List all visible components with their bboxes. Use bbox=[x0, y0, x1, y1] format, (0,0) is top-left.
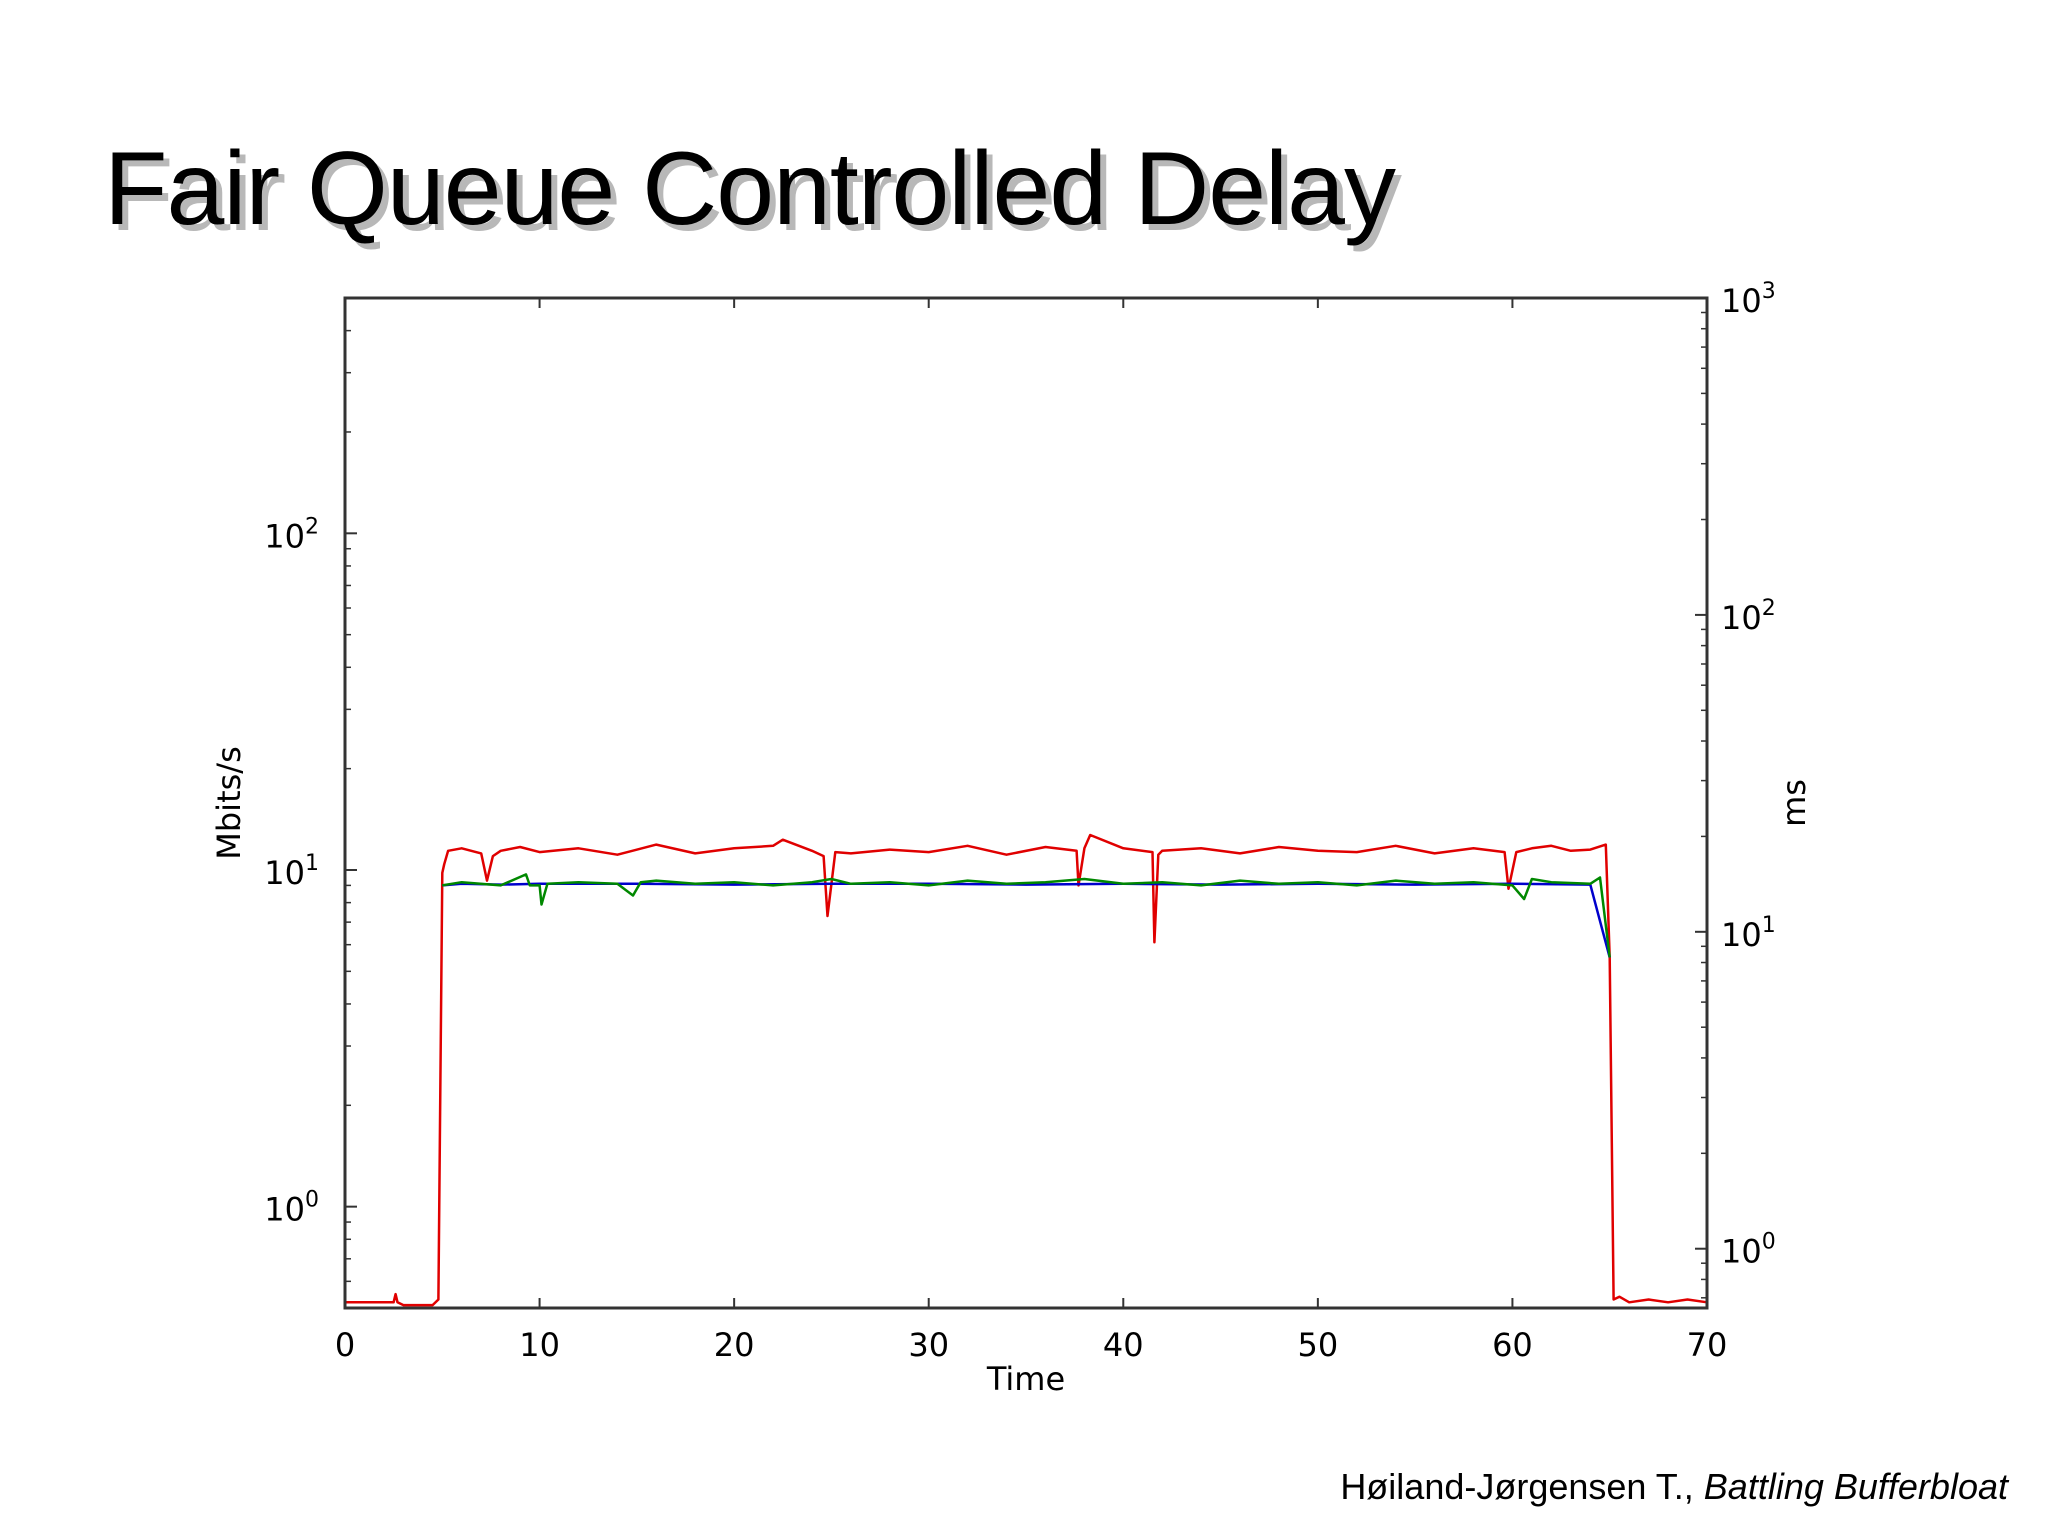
x-tick-label: 0 bbox=[335, 1326, 355, 1364]
left-tick-label: 101 bbox=[264, 851, 319, 892]
series-line-3 bbox=[442, 873, 1611, 958]
left-tick-label: 100 bbox=[264, 1188, 319, 1229]
x-tick-label: 70 bbox=[1687, 1326, 1728, 1364]
citation-author: Høiland-Jørgensen T., bbox=[1340, 1466, 1704, 1507]
series-line-1 bbox=[345, 833, 1708, 1307]
right-tick-label: 100 bbox=[1721, 1230, 1776, 1271]
x-tick-label: 60 bbox=[1492, 1326, 1533, 1364]
right-tick-label: 103 bbox=[1721, 279, 1776, 320]
x-tick-label: 10 bbox=[519, 1326, 560, 1364]
left-axis-title: Mbits/s bbox=[210, 746, 248, 859]
plot-frame bbox=[343, 296, 1709, 1310]
x-tick-label: 40 bbox=[1103, 1326, 1144, 1364]
series-line-2 bbox=[442, 882, 1611, 958]
x-tick-label: 20 bbox=[714, 1326, 755, 1364]
right-tick-label: 102 bbox=[1721, 596, 1776, 637]
right-axis-title: ms bbox=[1775, 779, 1813, 827]
series-lines bbox=[345, 833, 1708, 1307]
x-tick-label: 30 bbox=[908, 1326, 949, 1364]
axis-ticks: 0 10 20 30 40 50 60 70 100 101 102 100 101 102 103 bbox=[264, 279, 1775, 1364]
slide-title: Fair Queue Controlled Delay bbox=[104, 131, 1396, 247]
citation-work: Battling Bufferbloat bbox=[1703, 1466, 2008, 1507]
left-tick-label: 102 bbox=[264, 514, 319, 555]
x-axis-title: Time bbox=[986, 1360, 1065, 1398]
right-tick-label: 101 bbox=[1721, 913, 1776, 954]
x-tick-label: 50 bbox=[1297, 1326, 1338, 1364]
citation-caption: Høiland-Jørgensen T., Battling Bufferblo… bbox=[1340, 1466, 2008, 1508]
